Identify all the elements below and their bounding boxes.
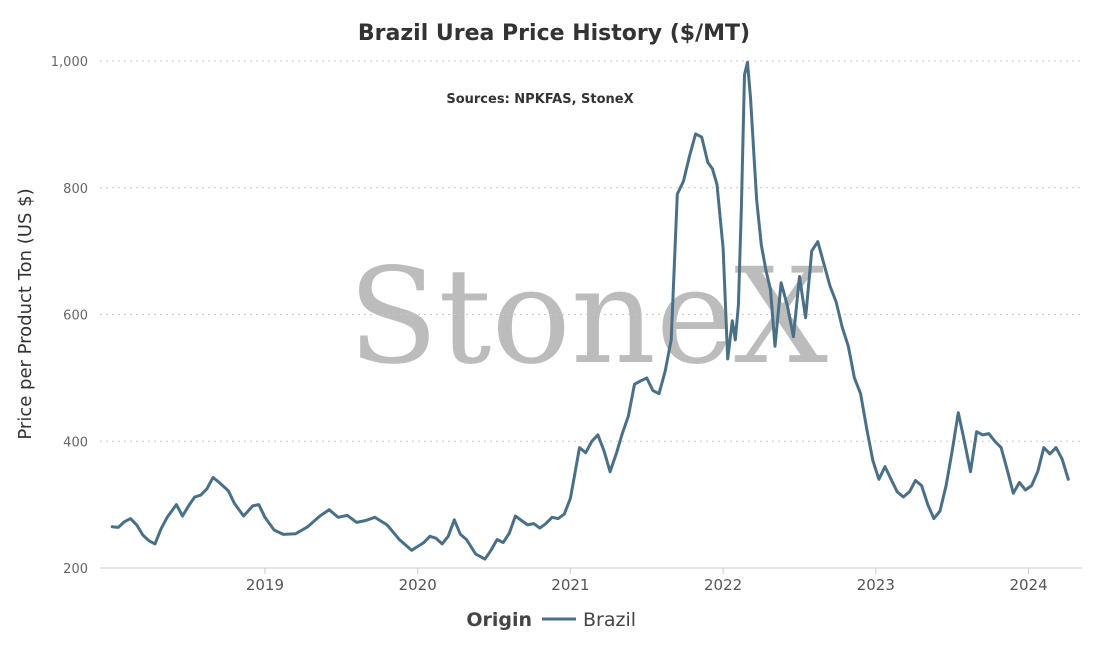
y-tick-label: 400 [63, 435, 88, 450]
series-layer [110, 60, 1070, 561]
grid-lines [100, 60, 1082, 442]
chart-title: Brazil Urea Price History ($/MT) [358, 21, 750, 46]
y-axis-ticks: 200 400 600 800 1,000 [51, 55, 88, 577]
y-tick-label: 600 [63, 309, 88, 324]
x-tick-label: 2024 [1009, 576, 1047, 594]
series-line-brazil[interactable] [110, 60, 1070, 561]
watermark-logo: StoneX [348, 240, 828, 394]
y-tick-label: 200 [63, 562, 88, 577]
y-tick-label: 800 [63, 182, 88, 197]
x-tick-label: 2023 [857, 576, 895, 594]
y-tick-label: 1,000 [51, 55, 88, 70]
legend[interactable]: Origin Brazil [466, 609, 636, 631]
x-tick-label: 2021 [551, 576, 589, 594]
x-tick-label: 2019 [246, 576, 284, 594]
chart-subtitle: Sources: NPKFAS, StoneX [446, 92, 633, 107]
y-axis-label: Price per Product Ton (US $) [15, 188, 36, 439]
x-tick-label: 2020 [399, 576, 437, 594]
x-axis-ticks: 2019 2020 2021 2022 2023 2024 [246, 568, 1048, 594]
x-tick-label: 2022 [704, 576, 742, 594]
legend-title: Origin [466, 609, 532, 631]
legend-label-brazil[interactable]: Brazil [583, 609, 636, 631]
